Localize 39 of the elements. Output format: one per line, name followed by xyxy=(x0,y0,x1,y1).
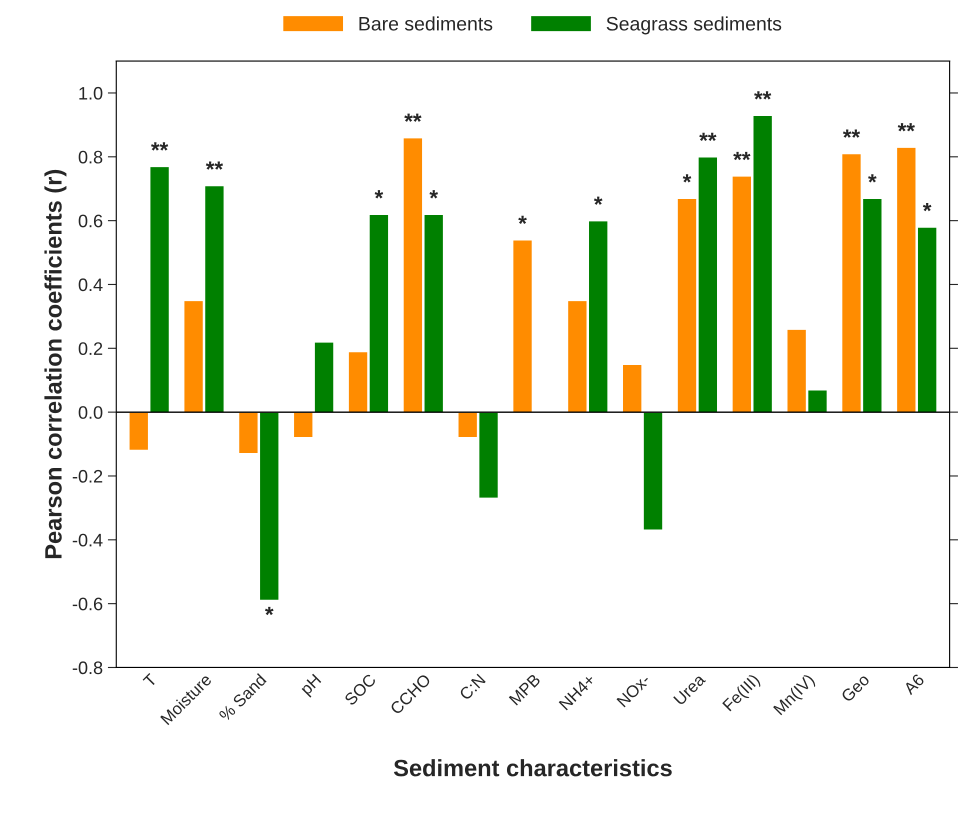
y-tick-label: 1.0 xyxy=(79,86,102,100)
x-tick-label: Geo xyxy=(840,673,870,703)
annotation: * xyxy=(374,190,384,198)
bar xyxy=(622,364,643,413)
y-tick-label: -0.2 xyxy=(72,470,102,483)
x-tick-label: pH xyxy=(300,674,324,698)
annotation: ** xyxy=(404,114,422,122)
y-tick-label: 0.6 xyxy=(78,214,102,228)
x-tick-label: Urea xyxy=(673,672,706,706)
annotation: ** xyxy=(206,161,224,170)
y-tick-label: -0.4 xyxy=(72,534,103,547)
annotation: * xyxy=(868,174,877,182)
y-axis-title: Pearson correlation coefficients (r) xyxy=(44,170,66,558)
y-tick-label: 0.4 xyxy=(78,278,103,292)
annotation: * xyxy=(922,202,932,212)
annotation: ** xyxy=(699,132,716,142)
y-tick-label: 0.0 xyxy=(78,406,102,419)
annotation: * xyxy=(264,606,274,616)
annotation: ** xyxy=(151,142,168,151)
annotation: ** xyxy=(733,152,750,160)
x-tick-label: C:N xyxy=(458,674,486,701)
bar xyxy=(512,239,534,413)
x-tick-label: A6 xyxy=(902,673,925,696)
y-tick-label: -0.6 xyxy=(72,598,102,610)
annotation: * xyxy=(594,196,602,205)
bar xyxy=(642,411,664,531)
annotation: * xyxy=(682,174,692,182)
legend-label: Bare sediments xyxy=(359,16,492,31)
x-tick-label: T xyxy=(142,673,158,688)
annotation: * xyxy=(429,190,438,198)
y-tick-label: 0.2 xyxy=(78,342,102,356)
annotation: * xyxy=(518,216,527,224)
annotation: ** xyxy=(754,91,772,100)
y-tick-label: 0.8 xyxy=(78,150,102,164)
annotation: ** xyxy=(842,130,860,138)
y-tick-label: -0.8 xyxy=(72,661,102,674)
x-axis-title: Sediment characteristics xyxy=(394,759,672,776)
annotation: ** xyxy=(898,123,915,132)
legend-label: Seagrass sediments xyxy=(606,16,782,34)
